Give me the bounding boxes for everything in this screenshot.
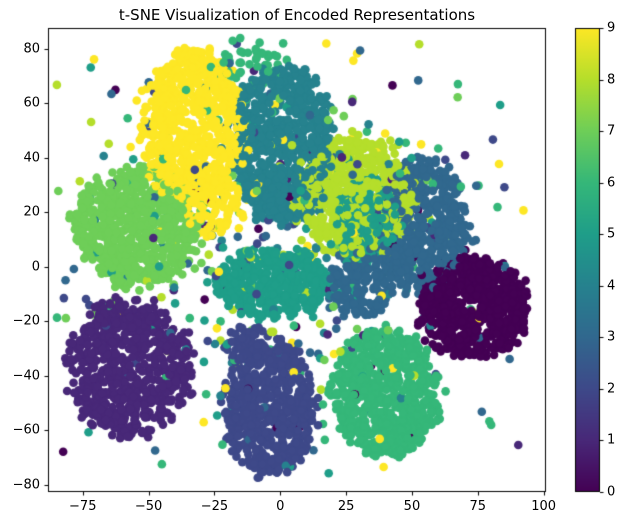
scatter-canvas: [0, 0, 627, 526]
figure: t-SNE Visualization of Encoded Represent…: [0, 0, 627, 526]
